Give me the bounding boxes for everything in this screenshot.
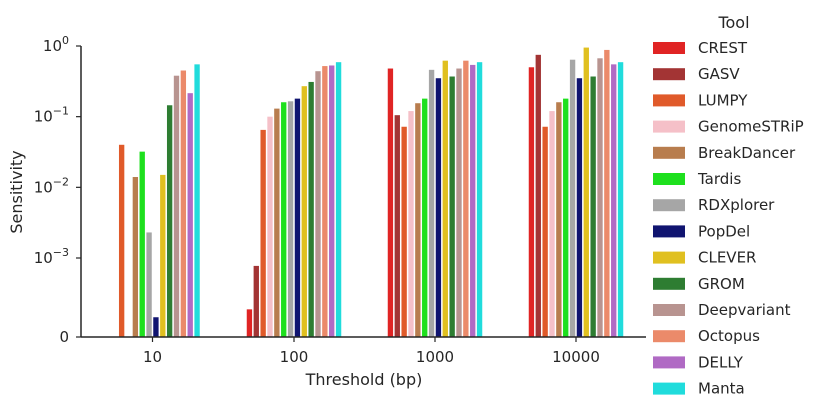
legend-label-gasv: GASV [698,65,740,83]
x-tick-label: 1000 [416,348,454,366]
y-tick-label: 100 [43,34,69,55]
bar-grom-10000 [590,76,596,337]
bar-deepvariant-10 [173,75,180,337]
y-tick-label: 10−2 [34,175,69,196]
bar-delly-1000 [470,64,476,337]
bar-lumpy-10000 [542,126,548,337]
bar-grom-10 [166,105,173,337]
legend-swatch-clever [653,251,685,264]
bar-delly-10 [187,93,193,337]
y-axis-label: Sensitivity [7,150,26,233]
bar-grom-1000 [449,76,455,337]
bar-crest-1000 [387,68,394,337]
legend-swatch-lumpy [653,94,685,107]
bar-genomestrip-1000 [408,111,414,337]
bar-grom-100 [308,81,314,337]
bar-manta-100 [335,62,342,337]
bar-tardis-1000 [422,98,428,337]
bar-rdxplorer-10 [146,232,152,337]
legend-swatch-octopus [653,330,685,343]
bar-gasv-100 [253,265,259,337]
bar-breakdancer-100 [274,108,280,337]
legend-swatch-crest [653,42,685,54]
bar-manta-10000 [617,62,624,337]
x-axis-label: Threshold (bp) [305,370,423,389]
bar-rdxplorer-100 [287,101,294,337]
legend-swatch-grom [653,277,685,290]
legend-swatch-deepvariant [653,304,685,316]
legend-label-rdxplorer: RDXplorer [698,196,775,214]
bar-clever-10000 [583,47,589,337]
bar-popdel-10000 [576,78,583,337]
bar-tardis-100 [281,102,287,338]
bar-popdel-10 [153,317,159,337]
bar-clever-1000 [442,60,448,338]
y-ticks: 0 10−3 10−2 10−1 100 [34,34,81,346]
bar-genomestrip-100 [267,116,273,337]
x-tick-label: 10 [143,348,162,366]
legend-label-crest: CREST [698,39,748,57]
legend-label-delly: DELLY [698,353,744,371]
x-ticks: 10 100 1000 10000 [143,337,600,366]
legend-swatch-popdel [653,225,685,238]
legend-swatch-breakdancer [653,146,685,159]
bar-crest-10000 [528,67,535,338]
bar-deepvariant-10000 [597,58,603,337]
bar-rdxplorer-1000 [428,69,435,337]
bar-tardis-10000 [563,98,569,337]
bar-delly-10000 [611,64,617,337]
bar-popdel-1000 [435,78,442,337]
legend-label-manta: Manta [698,380,745,398]
legend-label-deepvariant: Deepvariant [698,301,791,319]
bar-manta-1000 [476,62,483,337]
bar-lumpy-10 [118,144,125,337]
legend-label-breakdancer: BreakDancer [698,144,796,162]
bar-breakdancer-1000 [415,103,421,337]
bar-genomestrip-10000 [549,111,555,337]
bar-lumpy-1000 [401,126,407,337]
bar-octopus-10000 [604,49,610,338]
bar-lumpy-100 [260,129,266,337]
legend-label-tardis: Tardis [697,170,741,188]
y-tick-label: 10−3 [34,246,69,267]
bar-clever-10 [160,174,166,337]
legend-swatch-gasv [653,68,685,81]
legend-label-popdel: PopDel [698,222,750,240]
legend-label-genomestrip: GenomeSTRiP [698,118,804,136]
bar-octopus-100 [322,66,328,337]
bar-breakdancer-10000 [556,102,562,338]
legend-title: Tool [717,13,749,32]
bar-manta-10 [194,64,200,337]
bar-gasv-1000 [394,115,400,337]
legend-swatch-delly [653,356,685,369]
legend-swatch-tardis [653,173,685,185]
bar-popdel-100 [294,98,301,337]
legend-label-octopus: Octopus [698,327,760,345]
y-tick-label: 0 [59,328,69,346]
bar-breakdancer-10 [132,177,139,337]
bar-delly-100 [329,65,335,337]
legend-swatch-rdxplorer [653,199,685,212]
bar-tardis-10 [139,151,145,337]
x-tick-label: 10000 [552,348,600,366]
bar-rdxplorer-10000 [569,59,576,337]
legend-swatch-manta [653,382,685,395]
bar-crest-100 [246,309,253,337]
legend-label-grom: GROM [698,275,745,293]
bar-clever-100 [301,86,307,338]
bar-deepvariant-100 [315,71,321,337]
bar-octopus-10 [180,70,187,337]
legend-label-lumpy: LUMPY [698,91,748,109]
legend: Tool CREST GASV LUMPY GenomeSTRiP BreakDance… [653,13,804,398]
y-tick-label: 10−1 [34,105,69,126]
bar-gasv-10000 [535,54,541,337]
legend-label-clever: CLEVER [698,249,756,267]
bar-deepvariant-1000 [456,68,462,337]
bars-group [118,47,624,338]
x-tick-label: 100 [280,348,309,366]
legend-swatch-genomestrip [653,120,685,133]
bar-octopus-1000 [463,60,469,338]
